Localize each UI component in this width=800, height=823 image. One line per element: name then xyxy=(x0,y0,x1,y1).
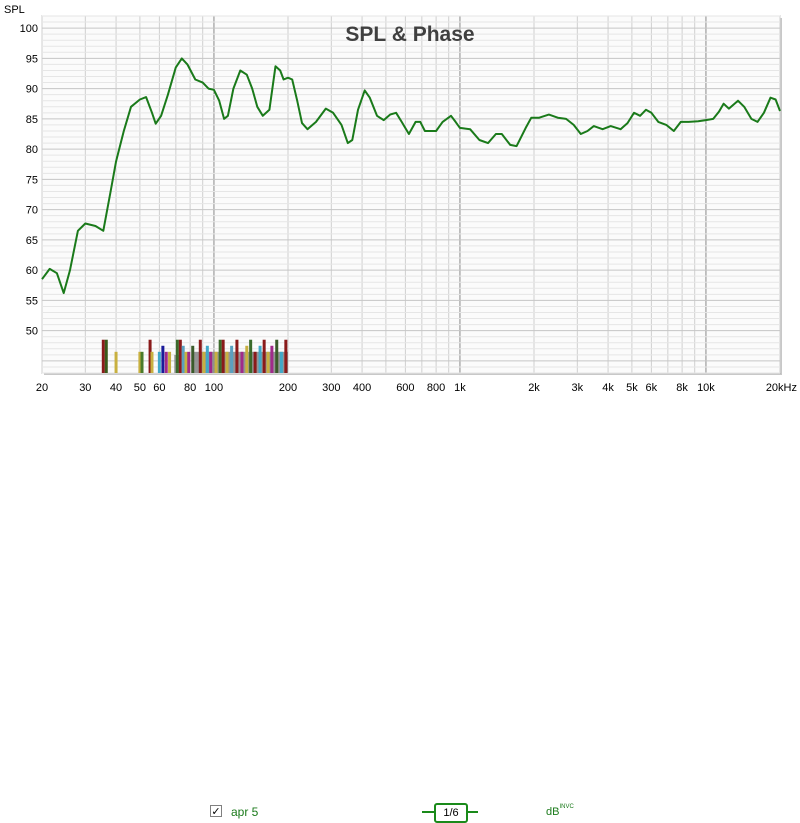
x-tick-label: 2k xyxy=(528,382,540,394)
x-tick-label: 800 xyxy=(427,382,445,394)
y-tick-label: 50 xyxy=(26,326,38,338)
y-tick-label: 75 xyxy=(26,174,38,186)
filter-bar xyxy=(279,351,283,373)
filter-bar xyxy=(101,339,105,373)
x-tick-label: 20 xyxy=(36,382,48,394)
filter-bar xyxy=(262,339,266,373)
filter-bar xyxy=(253,351,257,373)
y-tick-label: 90 xyxy=(26,84,38,96)
x-tick-label: 20kHz xyxy=(766,382,797,394)
x-tick-label: 80 xyxy=(184,382,196,394)
filter-bar xyxy=(249,339,253,373)
units-label[interactable]: dBINVC xyxy=(546,804,574,818)
filter-bar xyxy=(150,351,154,373)
filter-bar xyxy=(214,351,218,373)
filter-bar xyxy=(168,351,172,373)
filter-bar xyxy=(202,351,206,373)
smoothing-control[interactable]: 1/6 xyxy=(422,803,478,823)
chart-title: SPL & Phase xyxy=(345,23,474,46)
smoothing-line-left xyxy=(422,811,434,813)
filter-bar xyxy=(284,339,288,373)
x-tick-label: 60 xyxy=(153,382,165,394)
filter-bar xyxy=(218,339,222,373)
series-line xyxy=(41,57,781,295)
filter-bar xyxy=(205,345,209,373)
y-tick-label: 60 xyxy=(26,265,38,277)
filter-bar xyxy=(140,351,144,373)
filter-bar xyxy=(245,345,249,373)
filter-bar xyxy=(178,339,182,373)
filter-bar xyxy=(275,339,279,373)
chart-svg: 50 55 60 65 70 75 80 85 90 95 100 SPL 20 30 40 50 60 80 10… xyxy=(4,4,797,394)
filter-bar xyxy=(187,351,191,373)
y-tick-label: 100 xyxy=(20,23,38,35)
x-tick-label: 6k xyxy=(646,382,658,394)
filter-bar xyxy=(230,345,234,373)
legend-checkbox[interactable]: ✓ xyxy=(210,805,222,818)
legend-label[interactable]: apr 5 xyxy=(231,805,259,819)
units-text: dB xyxy=(546,806,560,818)
y-axis-label: SPL xyxy=(4,4,25,16)
filter-bar xyxy=(240,351,244,373)
x-tick-label: 400 xyxy=(353,382,371,394)
y-tick-label: 65 xyxy=(26,235,38,247)
y-tick-label: 80 xyxy=(26,144,38,156)
filter-bar xyxy=(138,351,142,373)
filter-bar xyxy=(191,345,195,373)
y-tick-label: 95 xyxy=(26,53,38,65)
x-tick-label: 600 xyxy=(396,382,414,394)
x-tick-label: 4k xyxy=(602,382,614,394)
filter-bar xyxy=(148,339,152,373)
x-tick-label: 100 xyxy=(205,382,223,394)
filter-bar xyxy=(104,339,108,373)
y-tick-label: 55 xyxy=(26,295,38,307)
filter-bar xyxy=(209,351,213,373)
x-tick-label: 30 xyxy=(79,382,91,394)
filter-bar xyxy=(181,345,185,373)
filter-bar xyxy=(270,345,274,373)
filter-bar xyxy=(157,351,161,373)
filter-bar xyxy=(198,339,202,373)
y-tick-label: 70 xyxy=(26,205,38,217)
x-tick-label: 200 xyxy=(279,382,297,394)
x-tick-label: 8k xyxy=(676,382,688,394)
filter-bar xyxy=(161,345,165,373)
filter-bar xyxy=(175,339,179,373)
filter-bar xyxy=(258,345,262,373)
spl-chart: 50 55 60 65 70 75 80 85 90 95 100 SPL 20 30 40 50 60 80 10… xyxy=(4,4,797,394)
x-tick-label: 50 xyxy=(134,382,146,394)
filter-bar xyxy=(235,339,239,373)
smoothing-line-right xyxy=(466,811,478,813)
x-tick-label: 1k xyxy=(454,382,466,394)
filter-bar xyxy=(164,351,168,373)
filter-bar xyxy=(266,351,270,373)
x-tick-label: 300 xyxy=(322,382,340,394)
filter-bar xyxy=(184,351,188,373)
x-tick-label: 10k xyxy=(697,382,715,394)
y-tick-label: 85 xyxy=(26,114,38,126)
x-tick-label: 5k xyxy=(626,382,638,394)
filter-bar xyxy=(221,339,225,373)
smoothing-value[interactable]: 1/6 xyxy=(434,803,468,823)
x-tick-label: 40 xyxy=(110,382,122,394)
filter-bar xyxy=(225,351,229,373)
footer-bar: ✓ apr 5 1/6 dBINVC xyxy=(0,400,800,823)
units-sup: INVC xyxy=(559,804,574,811)
x-tick-label: 3k xyxy=(572,382,584,394)
plot-area xyxy=(41,15,781,374)
filter-bar xyxy=(114,351,118,373)
